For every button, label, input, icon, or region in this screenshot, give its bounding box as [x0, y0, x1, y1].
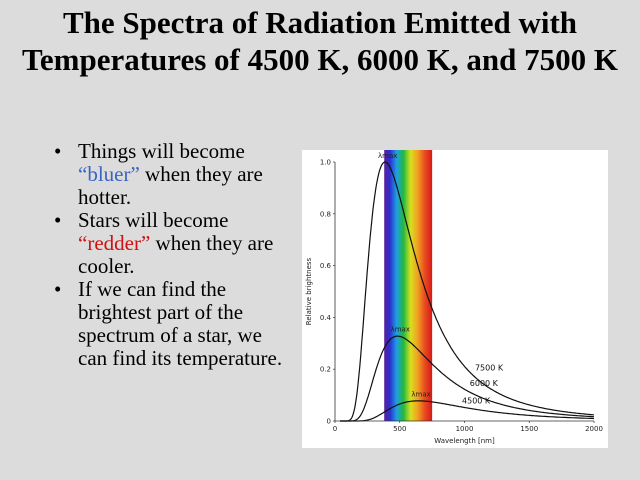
- x-tick-label: 1500: [520, 425, 538, 433]
- lambda-max-label: λmax: [378, 152, 397, 160]
- bullet-text: when they are cooler.: [78, 231, 274, 278]
- blackbody-spectrum-figure: 0 0.2 0.4 0.6 0.8 1.0 0 500 1000 1500 2000 Waveleng…: [302, 150, 608, 448]
- x-tick-label: 2000: [585, 425, 603, 433]
- spectrum-curve-6000: [340, 335, 594, 422]
- y-tick-label: 1.0: [320, 159, 331, 167]
- blackbody-chart: 0 0.2 0.4 0.6 0.8 1.0 0 500 1000 1500 2000 Waveleng…: [305, 150, 603, 445]
- bullet-item: • If we can find the brightest part of t…: [54, 278, 284, 370]
- y-tick-label: 0.4: [320, 314, 332, 322]
- y-tick-label: 0: [327, 418, 331, 426]
- lambda-max-label: λmax: [411, 390, 430, 398]
- lambda-max-label: λmax: [391, 326, 410, 334]
- series-label-7500: 7500 K: [475, 363, 504, 372]
- bullet-text: Stars will become: [78, 208, 229, 232]
- series-label-6000: 6000 K: [470, 379, 499, 388]
- bullet-text: If we can find the brightest part of the…: [78, 277, 283, 370]
- x-tick-label: 500: [393, 425, 406, 433]
- visible-spectrum-band: [384, 150, 433, 421]
- series-label-4500: 4500 K: [462, 396, 491, 405]
- bullet-text: Things will become: [78, 139, 245, 163]
- slide-title: The Spectra of Radiation Emitted with Te…: [22, 5, 618, 77]
- y-tick-label: 0.8: [320, 210, 331, 218]
- x-axis-title: Wavelength [nm]: [434, 437, 495, 445]
- bullet-glyph: •: [54, 139, 62, 163]
- spectrum-curve-4500: [340, 400, 594, 422]
- y-tick-label: 0.2: [320, 366, 331, 374]
- redder-highlight: “redder”: [78, 231, 151, 255]
- bluer-highlight: “bluer”: [78, 162, 140, 186]
- bullet-list: • Things will become “bluer” when they a…: [54, 140, 284, 370]
- spectrum-curve-7500: [340, 161, 594, 422]
- y-tick-label: 0.6: [320, 262, 332, 270]
- bullet-text: when they are hotter.: [78, 162, 263, 209]
- bullet-glyph: •: [54, 208, 62, 232]
- bullet-item: • Things will become “bluer” when they a…: [54, 140, 284, 209]
- bullet-glyph: •: [54, 277, 62, 301]
- bullet-item: • Stars will become “redder” when they a…: [54, 209, 284, 278]
- x-tick-label: 0: [333, 425, 337, 433]
- x-tick-label: 1000: [456, 425, 474, 433]
- y-axis-title: Relative brightness: [305, 257, 313, 325]
